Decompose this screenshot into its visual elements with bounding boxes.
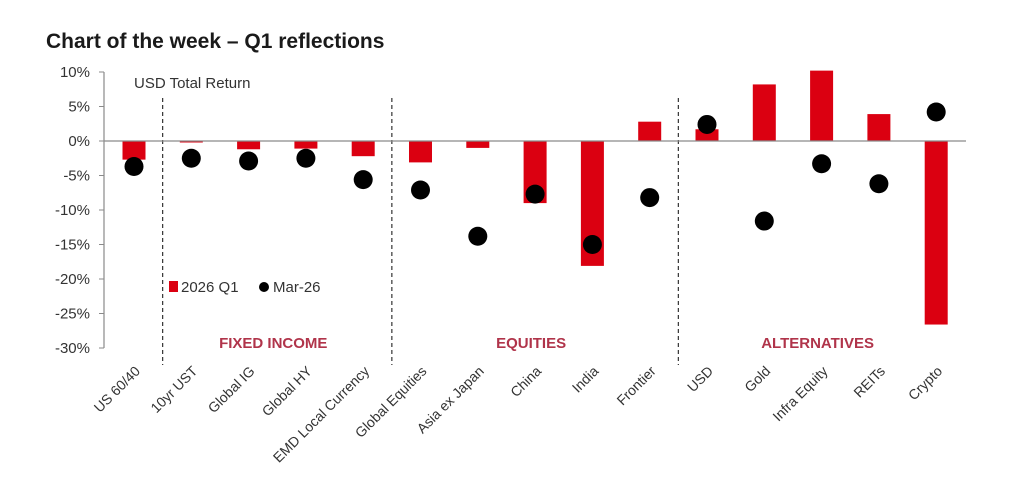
dot-gold [754,211,774,231]
x-tick-label-india: India [569,363,602,396]
dot-asia-ex-japan [468,226,488,246]
bar-reits [867,114,891,141]
section-label-equities: EQUITIES [496,335,566,352]
dot-emd-local-currency [353,170,373,190]
bar-emd-local-currency [351,141,375,157]
y-tick-label: 10% [60,64,90,81]
x-tick-label-us-60-40: US 60/40 [91,363,144,416]
x-tick-label-emd-local-currency: EMD Local Currency [270,363,373,466]
x-tick-label-crypto: Crypto [905,363,946,404]
legend-label-2026-q1: 2026 Q1 [181,279,239,296]
bar-india [580,141,604,266]
x-tick-label-global-hy: Global HY [259,362,316,419]
bar-global-ig [237,141,261,150]
y-tick-label: -5% [63,168,90,185]
x-tick-label-infra-equity: Infra Equity [769,363,830,424]
y-tick-label: -15% [55,237,90,254]
y-tick-label: 5% [68,99,90,116]
legend-bar-swatch [169,281,178,292]
dot-usd [697,114,717,134]
dot-global-hy [296,148,316,168]
dot-infra-equity [812,154,832,174]
chart-title: Chart of the week – Q1 reflections [46,30,385,53]
dot-frontier [640,188,660,208]
y-tick-label: -10% [55,202,90,219]
bar-usd [695,129,719,141]
x-tick-label-china: China [507,363,544,400]
dot-us-60-40 [124,157,144,177]
bar-gold [752,84,776,141]
x-tick-label-10yr-ust: 10yr UST [147,362,200,415]
bar-frontier [638,121,662,141]
legend-dot-swatch [259,282,269,292]
y-tick-label: 0% [68,133,90,150]
dot-crypto [926,102,946,122]
annotation-usd-total-return: USD Total Return [134,75,250,92]
bar-global-hy [294,141,318,149]
y-tick-label: -30% [55,340,90,357]
section-label-alternatives: ALTERNATIVES [761,335,874,352]
dot-india [582,235,602,254]
section-label-fixed-income: FIXED INCOME [219,335,327,352]
bar-crypto [924,141,948,325]
bar-us-60-40 [122,141,146,160]
bar-asia-ex-japan [466,141,490,148]
bar-infra-equity [810,70,834,141]
dot-reits [869,174,889,194]
dot-global-ig [239,151,259,171]
x-tick-label-gold: Gold [741,363,773,395]
x-tick-label-reits: REITs [850,363,888,401]
dot-global-equities [411,180,430,200]
x-tick-label-global-ig: Global IG [205,363,258,416]
dot-10yr-ust [181,148,201,168]
x-tick-label-usd: USD [684,363,716,395]
legend-label-mar-26: Mar-26 [273,279,321,296]
bar-global-equities [409,141,432,163]
y-tick-label: -20% [55,271,90,288]
dot-china [525,184,545,204]
y-tick-label: -25% [55,306,90,323]
x-tick-label-frontier: Frontier [613,363,659,409]
bar-10yr-ust [179,141,203,143]
